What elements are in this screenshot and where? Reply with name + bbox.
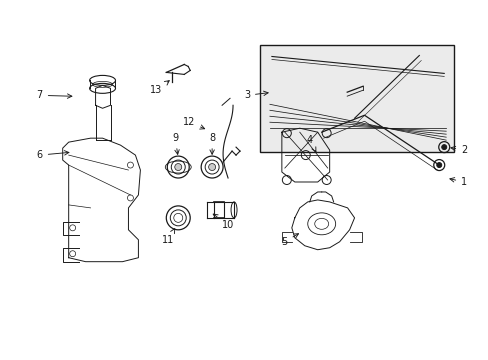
Ellipse shape [174, 163, 182, 171]
Text: 2: 2 [450, 145, 467, 155]
Circle shape [441, 145, 446, 150]
Text: 4: 4 [306, 135, 315, 152]
Text: 1: 1 [449, 177, 467, 187]
Text: 6: 6 [37, 150, 69, 160]
Text: 11: 11 [162, 229, 174, 245]
Text: 5: 5 [281, 234, 298, 247]
Bar [260, 45, 453, 152]
Circle shape [436, 163, 441, 167]
Text: 10: 10 [213, 214, 234, 230]
Text: 13: 13 [150, 81, 169, 95]
Ellipse shape [208, 163, 215, 171]
Text: 8: 8 [209, 133, 215, 154]
Text: 7: 7 [37, 90, 72, 100]
Text: 9: 9 [172, 133, 179, 154]
Text: 3: 3 [244, 90, 267, 100]
Text: 12: 12 [183, 117, 204, 129]
